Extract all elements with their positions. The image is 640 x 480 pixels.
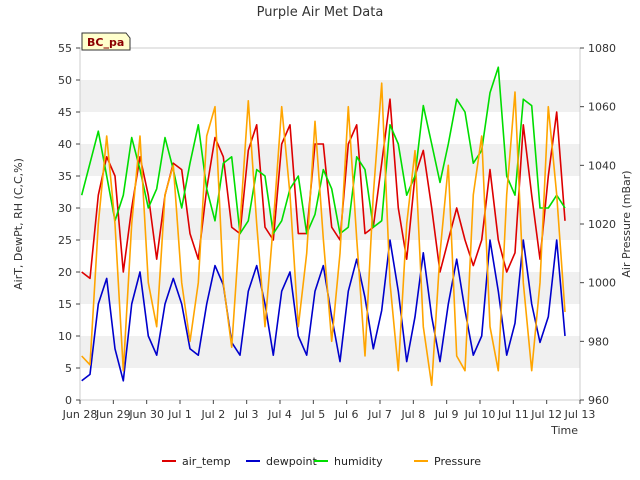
x-axis-label: Time (550, 424, 578, 437)
x-tick-label: Jul 13 (564, 408, 596, 421)
legend-label: dewpoint (266, 455, 317, 468)
y-right-axis-ticks: 960 980 1000 1020 1040 1060 1080 (580, 42, 616, 407)
chart-title: Purple Air Met Data (257, 5, 384, 20)
x-tick-label: Jun 29 (95, 408, 131, 421)
grid-band (80, 272, 580, 304)
x-tick-label: Jul 3 (234, 408, 259, 421)
y-left-tick-label: 40 (58, 138, 72, 151)
site-badge-box (81, 32, 131, 51)
y-left-axis-label: AirT, DewPt, RH (C,C,%) (12, 158, 25, 290)
y-left-tick-label: 50 (58, 74, 72, 87)
y-right-axis-label: Air Pressure (mBar) (620, 170, 633, 277)
series-lines (80, 66, 566, 387)
y-right-tick-label: 1060 (588, 101, 616, 114)
x-tick-label: Jul 4 (267, 408, 292, 421)
x-tick-label: Jul 9 (434, 408, 459, 421)
y-left-tick-label: 35 (58, 170, 72, 183)
y-right-tick-label: 1000 (588, 277, 616, 290)
y-left-tick-label: 15 (58, 298, 72, 311)
site-badge: BC_pa (81, 32, 131, 51)
x-tick-label: Jul 5 (300, 408, 325, 421)
x-tick-label: Jul 12 (530, 408, 562, 421)
y-left-tick-label: 25 (58, 234, 72, 247)
x-tick-label: Jun 30 (128, 408, 164, 421)
x-tick-label: Jul 11 (497, 408, 529, 421)
legend-label: air_temp (182, 455, 231, 468)
series-line-pressure (81, 82, 566, 387)
y-right-tick-label: 1080 (588, 42, 616, 55)
x-tick-label: Jul 10 (464, 408, 496, 421)
grid-band (80, 80, 580, 112)
y-left-tick-label: 5 (65, 362, 72, 375)
x-tick-label: Jul 8 (400, 408, 425, 421)
y-right-tick-label: 960 (588, 394, 609, 407)
legend-label: humidity (334, 455, 383, 468)
y-left-tick-label: 0 (65, 394, 72, 407)
x-tick-label: Jun 28 (62, 408, 98, 421)
y-right-tick-label: 980 (588, 335, 609, 348)
y-left-axis-ticks: 0 5 10 15 20 25 30 35 40 45 50 55 (58, 42, 80, 407)
y-left-tick-label: 20 (58, 266, 72, 279)
series-line-humidity (80, 66, 566, 235)
y-right-tick-label: 1040 (588, 159, 616, 172)
x-tick-label: Jul 7 (367, 408, 392, 421)
legend: air_temp dewpoint humidity Pressure (162, 455, 481, 468)
y-left-tick-label: 55 (58, 42, 72, 55)
series-line-dewpoint (81, 239, 566, 382)
legend-label: Pressure (434, 455, 481, 468)
site-badge-text: BC_pa (87, 36, 124, 49)
x-tick-label: Jul 6 (334, 408, 359, 421)
x-tick-label: Jul 2 (200, 408, 225, 421)
y-left-tick-label: 10 (58, 330, 72, 343)
y-right-tick-label: 1020 (588, 218, 616, 231)
x-tick-label: Jul 1 (167, 408, 192, 421)
y-left-tick-label: 45 (58, 106, 72, 119)
y-left-tick-label: 30 (58, 202, 72, 215)
